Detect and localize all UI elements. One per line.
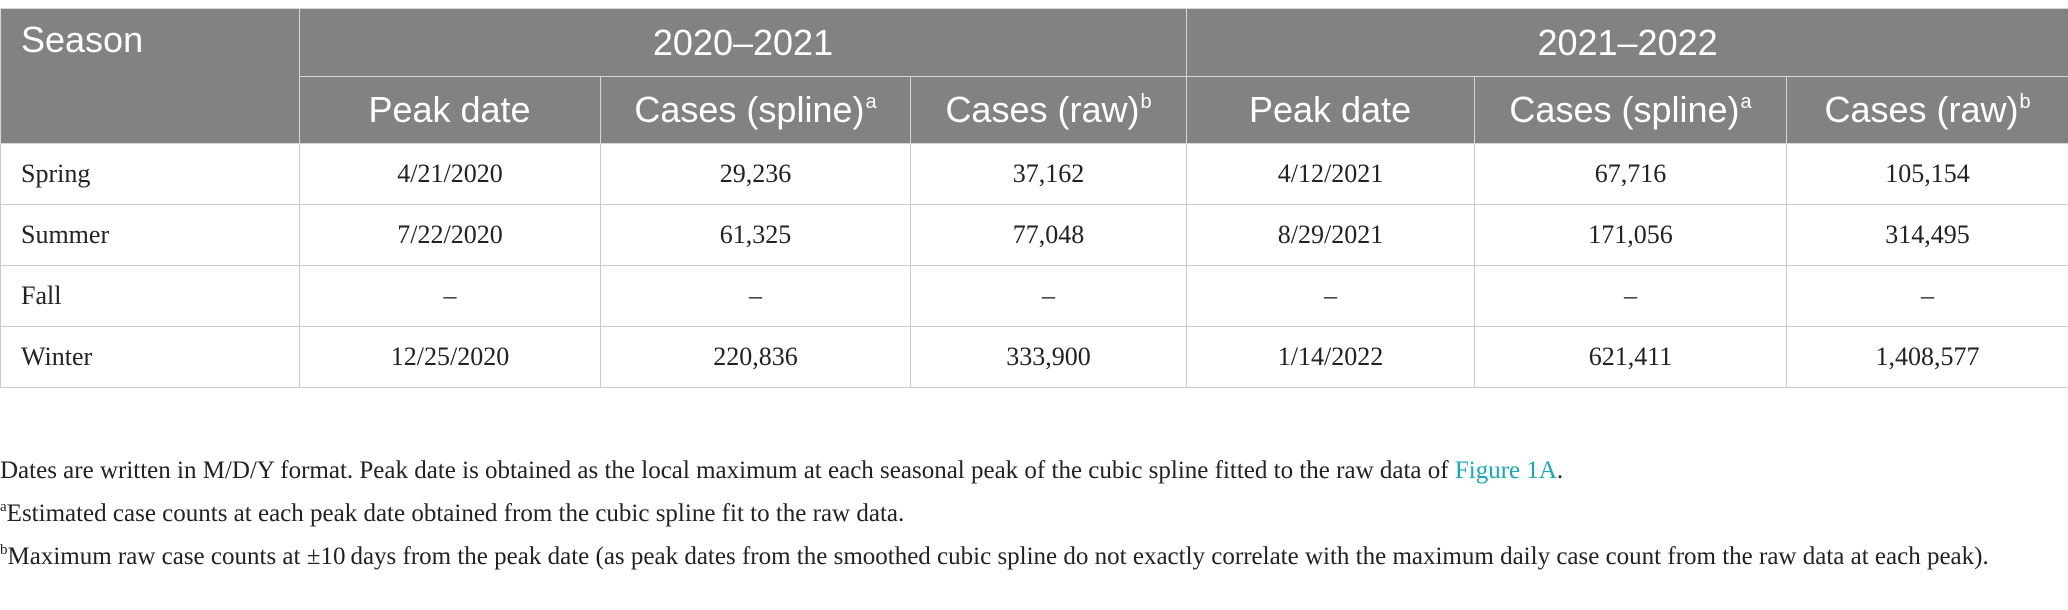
header-row-years: Season 2020–2021 2021–2022: [0, 8, 2068, 144]
table-cell: 29,236: [600, 143, 911, 205]
season-cell: Fall: [0, 265, 300, 327]
table-row: Fall – – – – – –: [0, 265, 2068, 327]
table-cell: 314,495: [1786, 204, 2068, 266]
season-cell: Winter: [0, 326, 300, 388]
year-group-header: 2021–2022: [1186, 8, 2068, 77]
table-cell: 1,408,577: [1786, 326, 2068, 388]
table-row: Summer 7/22/2020 61,325 77,048 8/29/2021…: [0, 204, 2068, 266]
table-cell: –: [1474, 265, 1788, 327]
table-cell: 1/14/2022: [1186, 326, 1476, 388]
season-cell: Spring: [0, 143, 300, 205]
table-cell: 61,325: [600, 204, 911, 266]
table-cell: 8/29/2021: [1186, 204, 1476, 266]
table-cell: 77,048: [909, 204, 1188, 266]
table-cell: 171,056: [1474, 204, 1788, 266]
table-cell: –: [1186, 265, 1476, 327]
table-cell: –: [299, 265, 601, 327]
table-cell: 4/21/2020: [299, 143, 601, 205]
header-row-columns: Peak date Cases (spline)a Cases (raw)b P…: [1, 76, 2068, 144]
table-cell: 12/25/2020: [299, 326, 601, 388]
column-header: Peak date: [1186, 76, 1476, 144]
footnote-b: bMaximum raw case counts at ±10 days fro…: [0, 542, 1989, 570]
table-cell: 621,411: [1474, 326, 1788, 388]
table-cell: 105,154: [1786, 143, 2068, 205]
season-header: Season: [0, 8, 300, 144]
column-header: Cases (spline)a: [1474, 76, 1788, 144]
table-row: Winter 12/25/2020 220,836 333,900 1/14/2…: [0, 326, 2068, 388]
footnote-a: aEstimated case counts at each peak date…: [0, 499, 905, 527]
table-cell: 333,900: [909, 326, 1188, 388]
table-cell: –: [1786, 265, 2068, 327]
table-cell: 67,716: [1474, 143, 1788, 205]
column-header: Peak date: [299, 76, 601, 144]
column-header: Cases (raw)b: [909, 76, 1188, 144]
column-header: Cases (spline)a: [600, 76, 911, 144]
figure-link[interactable]: Figure 1A: [1454, 457, 1557, 484]
table-cell: –: [600, 265, 911, 327]
table-cell: –: [909, 265, 1188, 327]
table-cell: 220,836: [600, 326, 911, 388]
footnote-main: Dates are written in M/D/Y format. Peak …: [0, 457, 1564, 484]
table-cell: 7/22/2020: [299, 204, 601, 266]
column-header: Cases (raw)b: [1786, 76, 2068, 144]
table-row: Spring 4/21/2020 29,236 37,162 4/12/2021…: [0, 143, 2068, 205]
season-cell: Summer: [0, 204, 300, 266]
year-group-header: 2020–2021: [298, 8, 1188, 77]
table-cell: 4/12/2021: [1186, 143, 1476, 205]
table-cell: 37,162: [909, 143, 1188, 205]
peak-cases-table: Season 2020–2021 2021–2022 Peak date Cas…: [0, 8, 2068, 388]
table-footnotes: Dates are written in M/D/Y format. Peak …: [0, 453, 2068, 575]
